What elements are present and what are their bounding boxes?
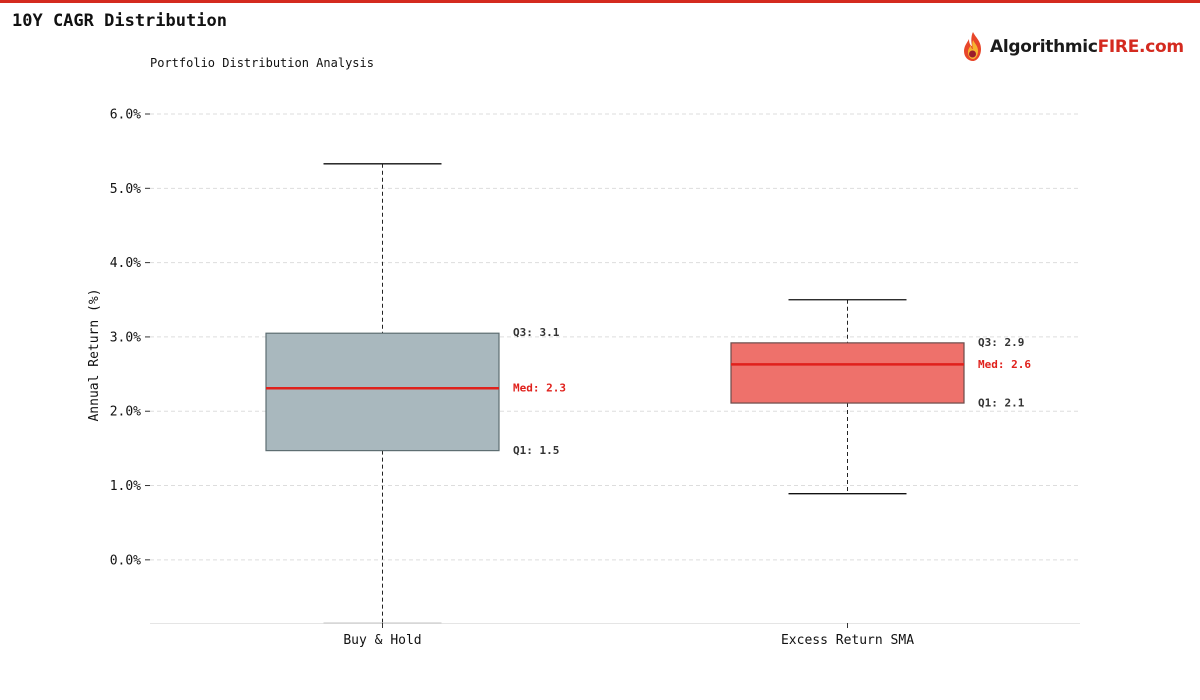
q3-label: Q3: 2.9 [978,336,1024,349]
y-tick-label: 4.0% [110,256,141,271]
x-tick-label: Buy & Hold [343,633,421,648]
logo-text-primary: Algorithmic [990,37,1098,57]
top-accent-rule [0,0,1200,3]
iqr-box [265,332,500,452]
flame-icon [964,32,981,61]
chart-subtitle: Portfolio Distribution Analysis [150,56,374,70]
y-tick-label: 1.0% [110,479,141,494]
q1-label: Q1: 2.1 [978,397,1025,410]
q3-label: Q3: 3.1 [513,326,560,339]
y-tick-label: 5.0% [110,182,141,197]
median-label: Med: 2.6 [978,358,1031,371]
iqr-box [730,342,965,404]
y-tick-label: 6.0% [110,108,141,123]
x-tick-label: Excess Return SMA [781,633,914,648]
y-axis-label: Annual Return (%) [87,288,102,421]
y-tick-label: 0.0% [110,553,141,568]
brand-logo[interactable]: AlgorithmicFIRE.com [960,30,1184,64]
logo-text-accent: FIRE.com [1097,37,1184,57]
box-group: Q3: 2.9 Med: 2.6 Q1: 2.1 [730,299,1031,495]
q1-label: Q1: 1.5 [513,444,559,457]
y-tick-label: 3.0% [110,330,141,345]
median-label: Med: 2.3 [513,382,566,395]
box-group: Q3: 3.1 Med: 2.3 Q1: 1.5 [265,163,566,624]
y-tick-label: 2.0% [110,405,141,420]
page-title: 10Y CAGR Distribution [12,11,227,31]
